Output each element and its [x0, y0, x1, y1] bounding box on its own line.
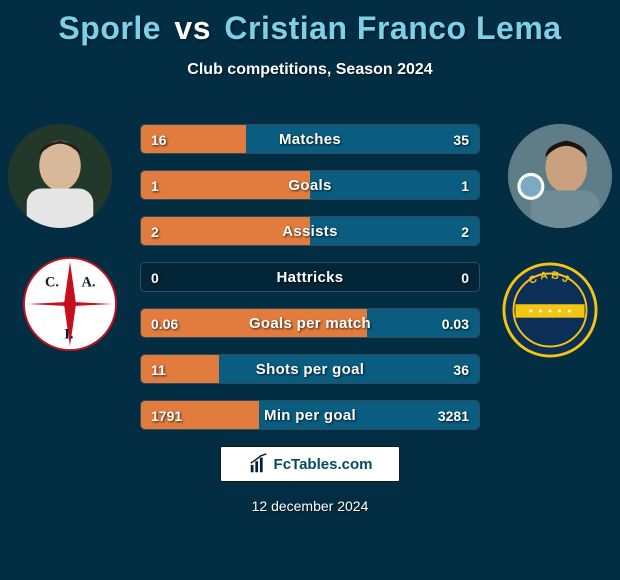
- stat-label: Shots per goal: [141, 355, 479, 384]
- page-title: Sporle vs Cristian Franco Lema: [0, 0, 620, 47]
- svg-text:A.: A.: [82, 275, 96, 291]
- stat-label: Hattricks: [141, 263, 479, 292]
- stat-label: Min per goal: [141, 401, 479, 430]
- stat-label: Matches: [141, 125, 479, 154]
- date-label: 12 december 2024: [0, 498, 620, 514]
- player2-name: Cristian Franco Lema: [224, 10, 561, 46]
- stat-row: 1136Shots per goal: [140, 354, 480, 384]
- stat-label: Goals: [141, 171, 479, 200]
- player1-avatar: [8, 124, 112, 228]
- player1-name: Sporle: [58, 10, 161, 46]
- vs-label: vs: [174, 10, 211, 46]
- brand-chart-icon: [248, 453, 270, 475]
- svg-text:I.: I.: [64, 327, 73, 343]
- subtitle: Club competitions, Season 2024: [0, 61, 620, 79]
- stat-row: 11Goals: [140, 170, 480, 200]
- stat-row: 00Hattricks: [140, 262, 480, 292]
- svg-text:C.: C.: [45, 275, 59, 291]
- brand-text: FcTables.com: [274, 456, 373, 473]
- stat-label: Assists: [141, 217, 479, 246]
- player1-club-badge: C. A. I.: [22, 256, 118, 352]
- stat-row: 22Assists: [140, 216, 480, 246]
- player2-club-badge: CABJ: [502, 262, 598, 358]
- stat-row: 0.060.03Goals per match: [140, 308, 480, 338]
- stat-row: 1635Matches: [140, 124, 480, 154]
- brand-badge: FcTables.com: [220, 446, 400, 482]
- stat-row: 17913281Min per goal: [140, 400, 480, 430]
- stat-label: Goals per match: [141, 309, 479, 338]
- stats-container: 1635Matches 11Goals 22Assists 00Hattricks 0.…: [140, 124, 480, 446]
- player2-avatar: [508, 124, 612, 228]
